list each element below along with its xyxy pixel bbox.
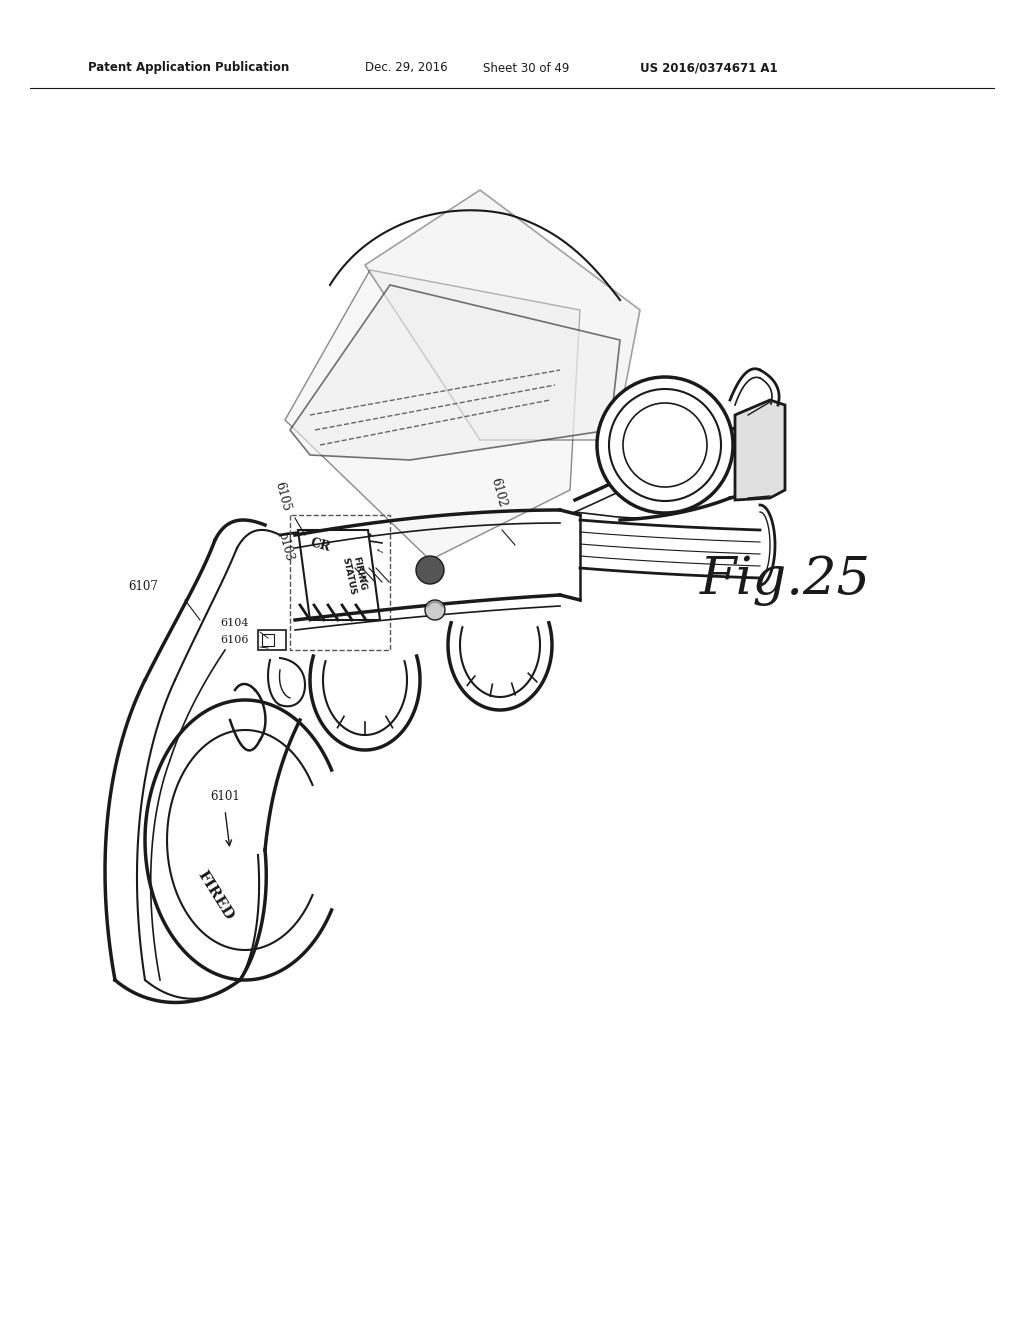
Circle shape: [609, 389, 721, 502]
Text: Patent Application Publication: Patent Application Publication: [88, 62, 289, 74]
Text: 6103: 6103: [275, 531, 295, 564]
FancyBboxPatch shape: [262, 634, 274, 645]
Text: Dec. 29, 2016: Dec. 29, 2016: [365, 62, 447, 74]
Circle shape: [425, 601, 445, 620]
Polygon shape: [285, 271, 580, 560]
Polygon shape: [735, 400, 785, 500]
Circle shape: [416, 556, 444, 583]
Text: US 2016/0374671 A1: US 2016/0374671 A1: [640, 62, 777, 74]
Text: 6105: 6105: [272, 480, 292, 513]
Text: 6107: 6107: [128, 579, 158, 593]
Text: ✓: ✓: [372, 546, 383, 557]
Text: 6104: 6104: [220, 618, 249, 628]
Circle shape: [623, 403, 707, 487]
Text: 6102: 6102: [488, 477, 508, 510]
Circle shape: [597, 378, 733, 513]
Polygon shape: [290, 285, 620, 459]
Text: 6106: 6106: [220, 635, 249, 645]
FancyBboxPatch shape: [258, 630, 286, 649]
Text: FIRING
STATUS: FIRING STATUS: [341, 554, 368, 595]
Polygon shape: [365, 190, 640, 440]
Polygon shape: [298, 531, 380, 620]
Text: CR: CR: [308, 536, 332, 554]
Text: FIRED: FIRED: [195, 869, 236, 923]
Text: Fig.25: Fig.25: [700, 554, 871, 606]
Text: Sheet 30 of 49: Sheet 30 of 49: [483, 62, 569, 74]
Text: 6101: 6101: [210, 789, 240, 803]
